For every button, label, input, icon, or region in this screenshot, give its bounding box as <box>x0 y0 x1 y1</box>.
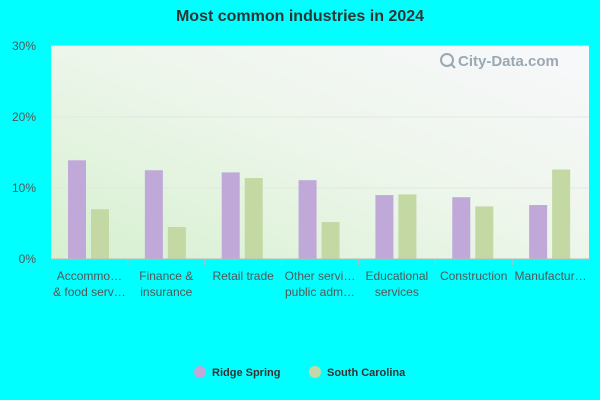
y-tick-label: 0% <box>19 252 37 266</box>
y-tick-label: 20% <box>12 110 36 124</box>
x-category-label: Accommo… <box>57 269 122 283</box>
bar-series2[interactable] <box>244 178 263 259</box>
x-category-label: Retail trade <box>212 269 274 283</box>
legend-label: Ridge Spring <box>212 367 280 379</box>
bar-series2[interactable] <box>91 209 109 259</box>
legend-swatch <box>309 366 321 378</box>
bar-series1[interactable] <box>529 205 548 259</box>
legend-item[interactable]: South Carolina <box>309 366 406 379</box>
bar-series2[interactable] <box>475 206 494 259</box>
bar-series2[interactable] <box>398 194 417 259</box>
x-category-label: Educational <box>365 269 428 283</box>
x-category-label: Construction <box>440 269 507 283</box>
plot-area <box>51 46 589 259</box>
x-category-label: insurance <box>140 285 192 299</box>
bar-series1[interactable] <box>375 195 394 259</box>
bar-series2[interactable] <box>552 169 571 259</box>
bar-series1[interactable] <box>68 160 86 259</box>
y-tick-label: 30% <box>12 39 36 53</box>
watermark-logo-icon <box>440 53 454 67</box>
x-category-label: Other servi… <box>285 269 356 283</box>
legend-swatch <box>194 366 206 378</box>
watermark: City-Data.com <box>440 53 559 70</box>
bar-series2[interactable] <box>321 222 340 259</box>
chart-title: Most common industries in 2024 <box>175 8 425 25</box>
x-category-label: & food serv… <box>53 285 126 299</box>
x-category-label: Manufactur… <box>515 269 587 283</box>
x-category-label: Finance & <box>139 269 193 283</box>
bar-series1[interactable] <box>144 170 163 259</box>
x-category-label: services <box>375 285 419 299</box>
watermark-text: City-Data.com <box>458 53 559 70</box>
bar-series1[interactable] <box>221 172 240 259</box>
y-tick-label: 10% <box>12 181 36 195</box>
bar-series2[interactable] <box>167 227 186 259</box>
bar-series1[interactable] <box>298 180 317 259</box>
legend-label: South Carolina <box>327 367 406 379</box>
legend-item[interactable]: Ridge Spring <box>194 366 280 379</box>
watermark-logo-handle <box>450 63 456 69</box>
x-category-label: public adm… <box>285 285 355 299</box>
bar-series1[interactable] <box>452 197 471 259</box>
